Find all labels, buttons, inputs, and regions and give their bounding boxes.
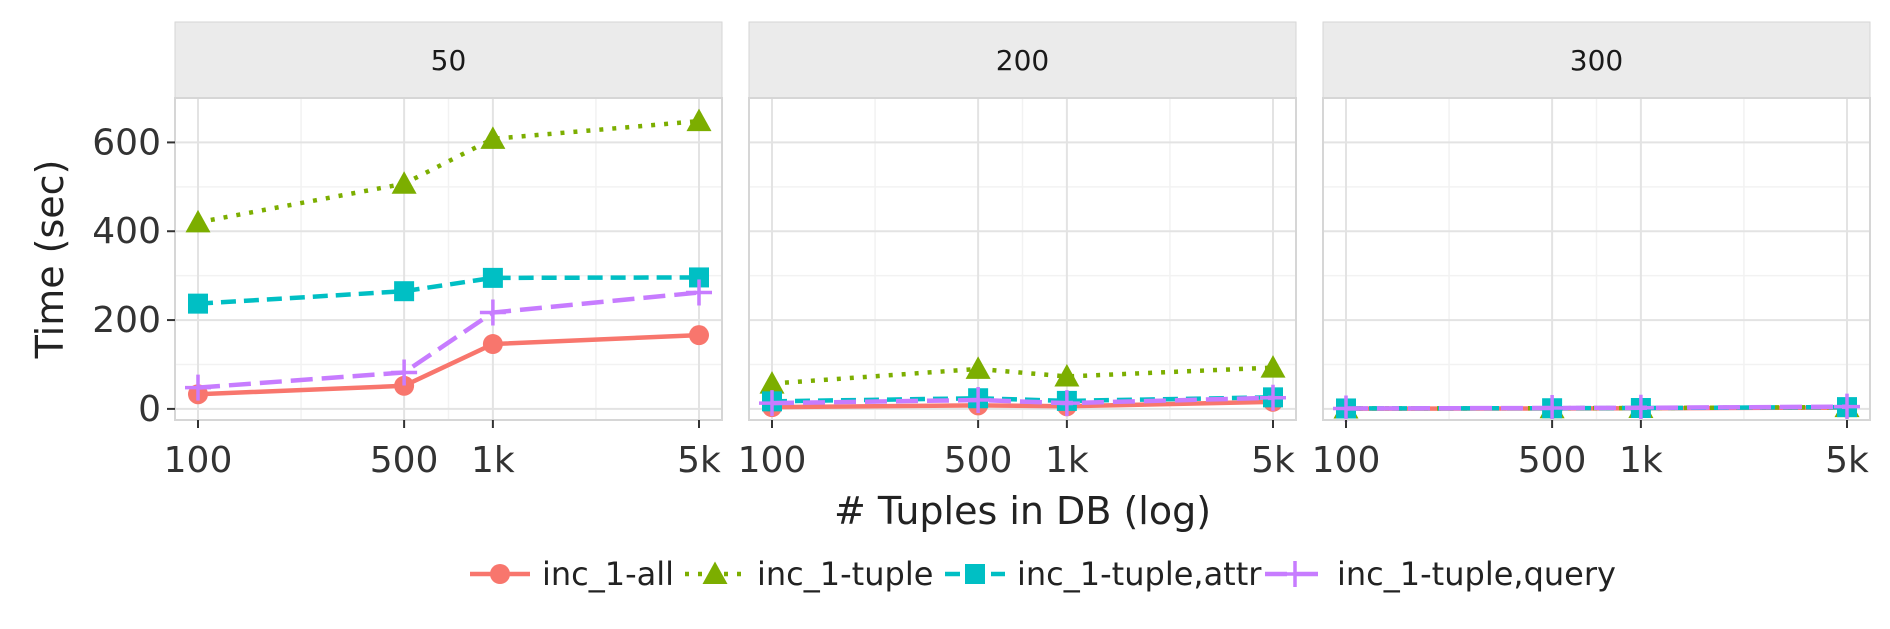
y-tick-label: 200	[92, 300, 161, 341]
data-point	[759, 390, 785, 417]
x-tick-label: 100	[164, 440, 233, 481]
series-inc-1-tuple-attr	[188, 267, 709, 314]
series-inc-1-tuple-query	[1333, 393, 1860, 422]
panel-border	[1322, 97, 1871, 421]
legend-item-inc-1-tuple: inc_1-tuple	[685, 555, 933, 593]
data-point	[480, 126, 506, 149]
legend-label: inc_1-tuple,query	[1337, 555, 1616, 593]
data-point	[479, 299, 506, 326]
facet-strip-label: 300	[1570, 44, 1623, 77]
series-line	[771, 399, 1274, 410]
legend-label: inc_1-all	[542, 555, 674, 593]
data-point	[482, 334, 503, 355]
data-point	[1053, 390, 1080, 417]
data-point	[394, 281, 415, 302]
x-tick-label: 5k	[1251, 440, 1295, 481]
x-tick-label: 5k	[1825, 440, 1869, 481]
legend-key-marker	[965, 564, 985, 584]
data-point	[759, 371, 785, 394]
y-tick-label: 600	[92, 122, 161, 163]
data-point	[1260, 355, 1286, 378]
legend-label: inc_1-tuple	[757, 555, 933, 593]
data-point	[1539, 395, 1566, 422]
x-axis-title: # Tuples in DB (log)	[834, 489, 1211, 533]
data-point	[482, 267, 503, 288]
data-point	[965, 356, 991, 379]
facet-strip-label: 50	[431, 44, 467, 77]
x-tick-label: 1k	[1045, 440, 1089, 481]
data-point	[1260, 384, 1286, 411]
series-inc-1-tuple-query	[185, 279, 712, 401]
facet-strip	[748, 21, 1297, 99]
data-point	[391, 359, 418, 386]
panel-border	[174, 97, 723, 421]
x-tick-label: 100	[738, 440, 807, 481]
x-tick-label: 500	[1518, 440, 1587, 481]
series-inc-1-tuple	[185, 108, 712, 233]
legend-item-inc-1-tuple-attr: inc_1-tuple,attr	[945, 555, 1262, 593]
data-point	[1054, 363, 1080, 387]
data-point	[686, 279, 712, 306]
y-tick-label: 400	[92, 211, 161, 252]
facet-panel-200: 200 100 500 1k 5k	[738, 21, 1297, 481]
y-axis-title: Time (sec)	[28, 160, 72, 360]
data-point	[965, 387, 992, 414]
data-point	[391, 171, 417, 194]
data-point	[689, 267, 709, 288]
x-tick-label: 5k	[677, 440, 721, 481]
series-line	[197, 290, 700, 390]
series-inc-1-tuple	[759, 355, 1286, 394]
legend-key-marker	[490, 564, 510, 584]
data-point	[1627, 394, 1654, 421]
data-point	[686, 108, 712, 132]
legend-key-marker	[702, 561, 728, 584]
facet-strip	[174, 21, 723, 99]
legend-label: inc_1-tuple,attr	[1017, 555, 1262, 593]
x-tick-label: 500	[944, 440, 1013, 481]
series-line	[197, 118, 700, 225]
panels-layer: 50 100 500 1k 5k 200 100 500 1k 5k 300 100 500 1k 5k	[164, 21, 1871, 481]
data-point	[185, 374, 211, 401]
series-line	[197, 332, 700, 397]
series-line	[197, 275, 700, 306]
facet-strip	[1322, 21, 1871, 99]
y-tick-label: 0	[138, 389, 161, 430]
x-tick-label: 1k	[471, 440, 515, 481]
facet-strip-label: 200	[996, 44, 1049, 77]
series-line	[771, 395, 1274, 406]
panel-border	[748, 97, 1297, 421]
facet-panel-50: 50 100 500 1k 5k	[164, 21, 723, 481]
data-point	[185, 209, 211, 233]
data-point	[1333, 395, 1359, 422]
series-line	[1345, 404, 1848, 411]
x-tick-label: 500	[370, 440, 439, 481]
legend-key-marker	[1282, 561, 1308, 587]
data-point	[394, 375, 415, 396]
legend: inc_1-all inc_1-tuple inc_1-tuple,attr inc_…	[470, 555, 1616, 593]
data-point	[188, 293, 208, 314]
series-inc-1-tuple-query	[759, 384, 1286, 417]
facet-panel-300: 300 100 500 1k 5k	[1312, 21, 1871, 481]
legend-item-inc-1-tuple-query: inc_1-tuple,query	[1265, 555, 1616, 593]
data-point	[689, 325, 709, 346]
data-point	[1834, 393, 1860, 420]
x-tick-label: 100	[1312, 440, 1381, 481]
y-axis: 0 200 400 600	[92, 122, 175, 430]
legend-item-inc-1-all: inc_1-all	[470, 555, 674, 593]
x-tick-label: 1k	[1619, 440, 1663, 481]
